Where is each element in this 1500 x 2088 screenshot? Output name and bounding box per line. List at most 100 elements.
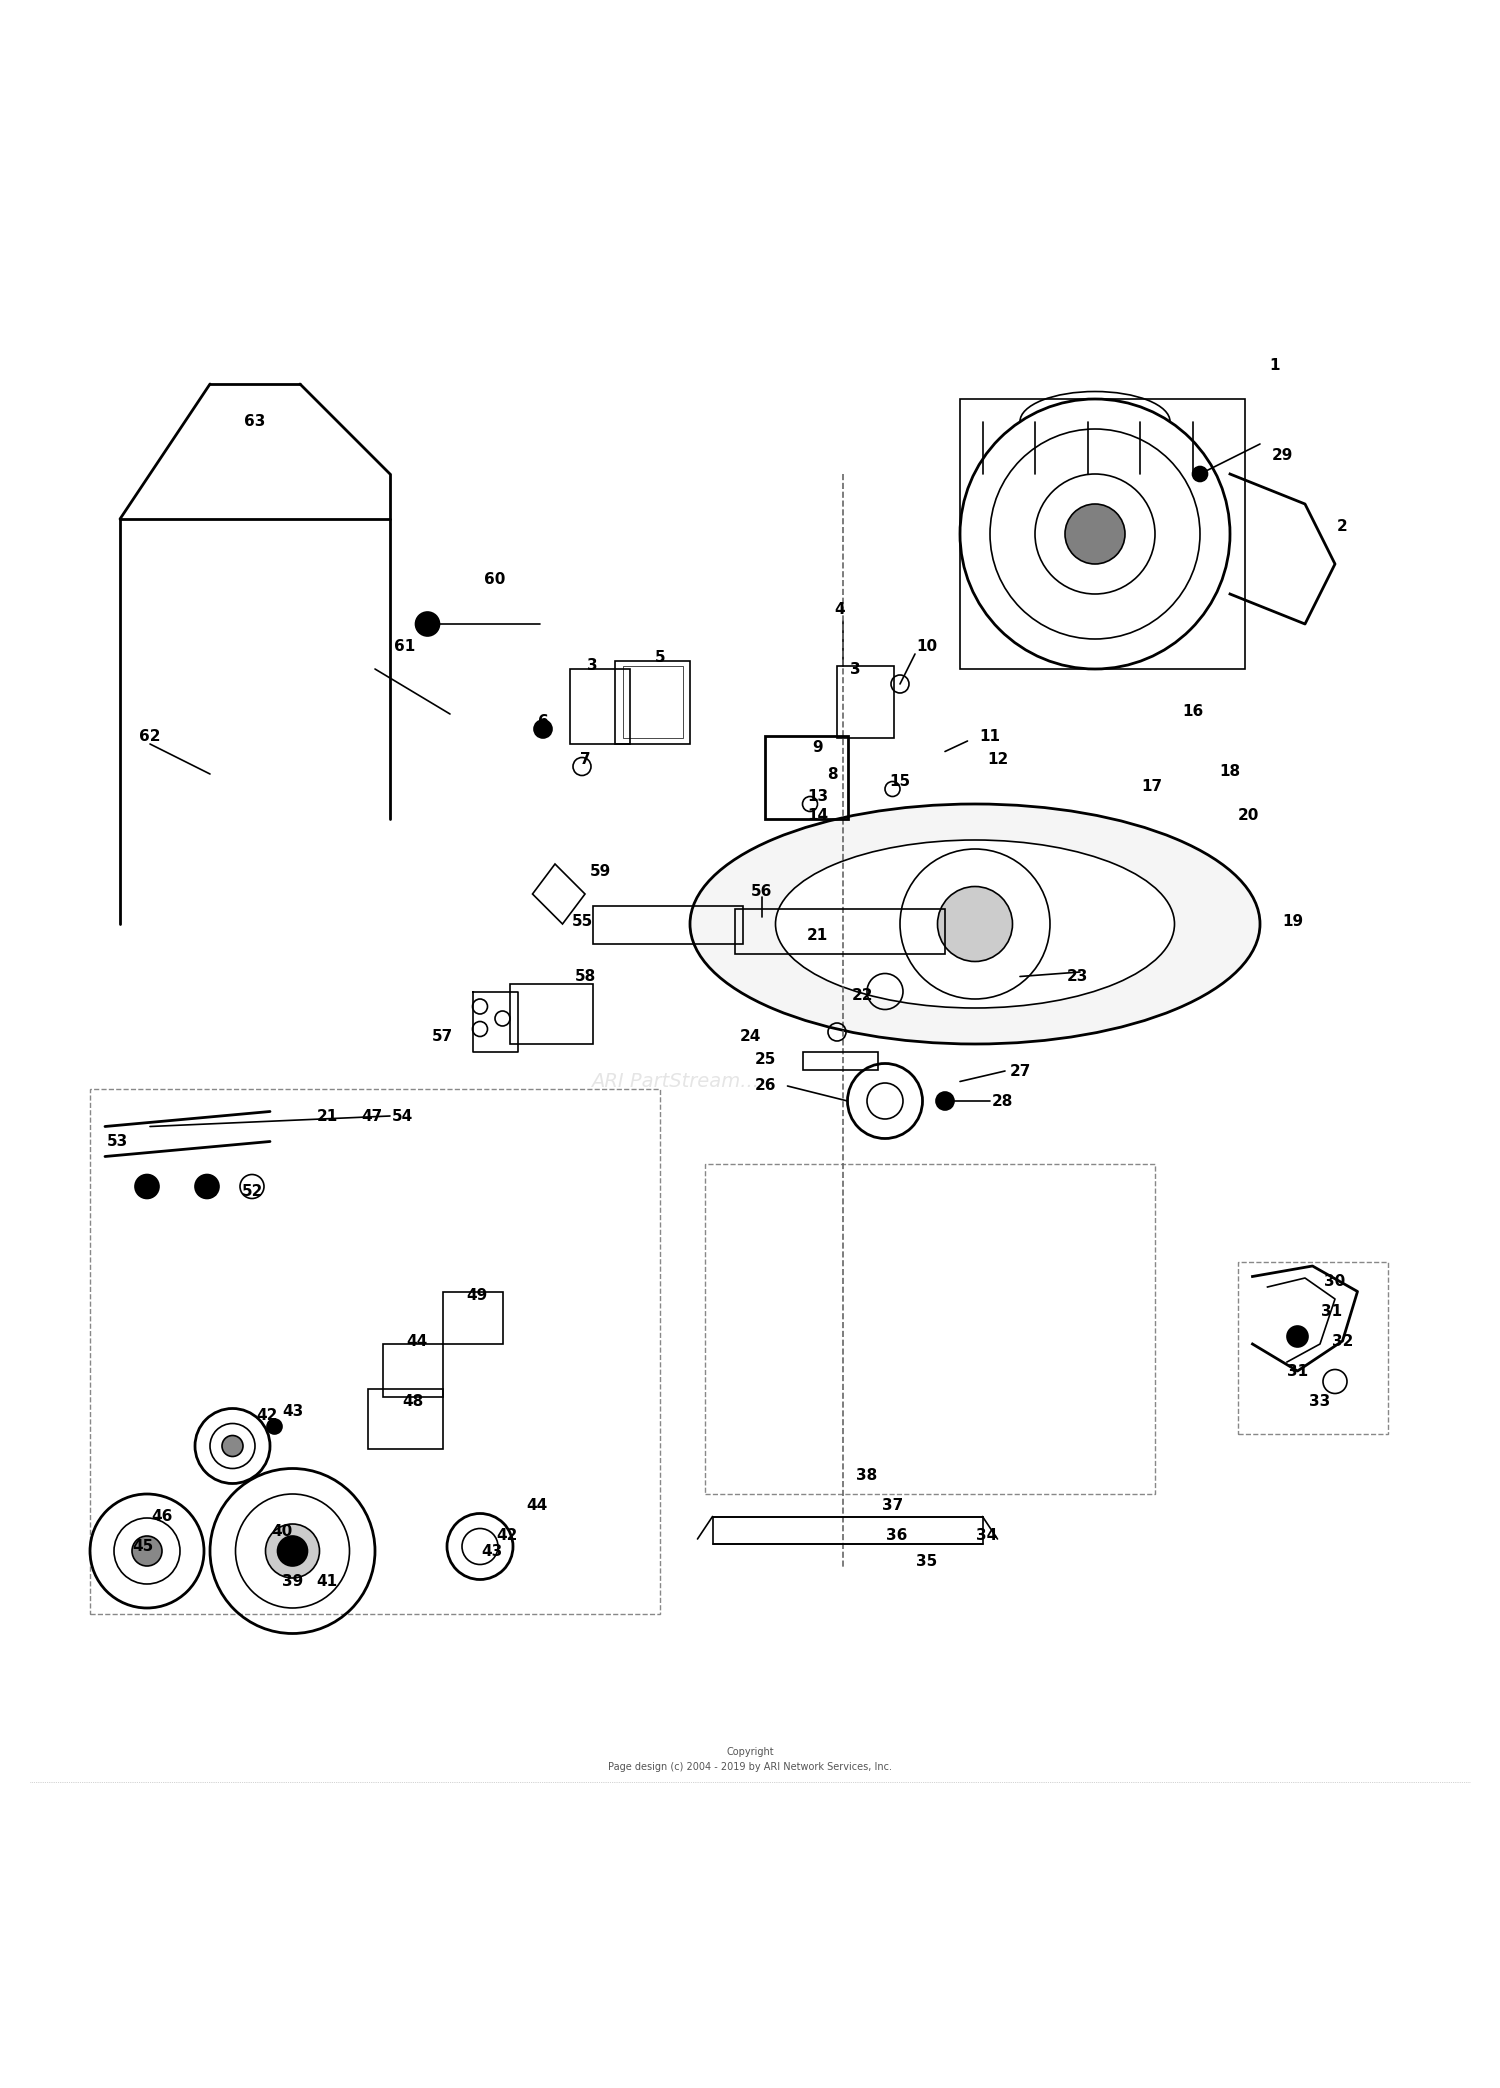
- Text: 32: 32: [1332, 1334, 1353, 1349]
- Text: 31: 31: [1287, 1363, 1308, 1378]
- Text: 21: 21: [807, 929, 828, 944]
- Text: 42: 42: [256, 1409, 278, 1424]
- Bar: [570, 668, 630, 743]
- Circle shape: [195, 1173, 219, 1199]
- Text: 31: 31: [1322, 1303, 1342, 1318]
- Text: 15: 15: [890, 775, 910, 789]
- Text: 53: 53: [106, 1134, 128, 1148]
- Text: 61: 61: [394, 639, 416, 654]
- Text: 29: 29: [1272, 449, 1293, 464]
- Text: 39: 39: [282, 1574, 303, 1589]
- Bar: [837, 666, 894, 737]
- Text: 57: 57: [432, 1029, 453, 1044]
- Text: 7: 7: [579, 752, 591, 766]
- Text: 44: 44: [526, 1499, 548, 1514]
- Text: 54: 54: [392, 1109, 412, 1123]
- Circle shape: [132, 1537, 162, 1566]
- Bar: [442, 1292, 503, 1345]
- Text: 60: 60: [484, 572, 506, 587]
- Text: 19: 19: [1282, 915, 1304, 929]
- Text: 38: 38: [856, 1468, 877, 1482]
- Text: 6: 6: [537, 714, 549, 729]
- Bar: [382, 1345, 442, 1397]
- Text: 13: 13: [807, 789, 828, 804]
- Text: ARI PartStream...: ARI PartStream...: [591, 1071, 759, 1092]
- Circle shape: [936, 1092, 954, 1111]
- Text: 62: 62: [140, 729, 160, 743]
- Text: 43: 43: [482, 1543, 502, 1558]
- Text: 34: 34: [976, 1528, 998, 1543]
- Text: 14: 14: [807, 808, 828, 823]
- Text: 47: 47: [362, 1109, 382, 1123]
- Circle shape: [534, 720, 552, 737]
- Text: 48: 48: [402, 1393, 423, 1409]
- Text: 20: 20: [1238, 808, 1258, 823]
- Text: 41: 41: [316, 1574, 338, 1589]
- Text: 23: 23: [1066, 969, 1088, 983]
- Text: 63: 63: [244, 413, 266, 428]
- Text: 8: 8: [827, 766, 839, 781]
- Text: 49: 49: [466, 1288, 488, 1303]
- Text: 51: 51: [196, 1184, 217, 1199]
- Bar: [1238, 1261, 1388, 1434]
- Ellipse shape: [776, 839, 1174, 1009]
- Text: 36: 36: [886, 1528, 908, 1543]
- Bar: [712, 1516, 982, 1543]
- Text: 17: 17: [1142, 779, 1162, 793]
- Text: 21: 21: [316, 1109, 338, 1123]
- Text: 40: 40: [272, 1524, 292, 1539]
- Text: 43: 43: [282, 1403, 303, 1420]
- Text: 26: 26: [754, 1079, 776, 1094]
- Text: 2: 2: [1336, 520, 1348, 535]
- Text: 50: 50: [136, 1184, 158, 1199]
- Text: 46: 46: [152, 1510, 172, 1524]
- Text: 44: 44: [406, 1334, 427, 1349]
- Bar: [592, 906, 742, 944]
- Text: 24: 24: [740, 1029, 760, 1044]
- Circle shape: [267, 1420, 282, 1434]
- Text: 28: 28: [992, 1094, 1012, 1109]
- Circle shape: [416, 612, 440, 637]
- Bar: [802, 1052, 877, 1069]
- Text: 52: 52: [242, 1184, 262, 1199]
- Text: 58: 58: [574, 969, 596, 983]
- Text: 30: 30: [1324, 1274, 1346, 1288]
- Text: 11: 11: [980, 729, 1000, 743]
- Bar: [622, 666, 682, 737]
- Text: 12: 12: [987, 752, 1008, 766]
- Text: 5: 5: [654, 649, 666, 664]
- Text: 25: 25: [754, 1052, 776, 1067]
- Text: 4: 4: [834, 601, 846, 616]
- Text: 22: 22: [852, 988, 873, 1004]
- Text: 9: 9: [812, 739, 824, 754]
- Text: 16: 16: [1182, 704, 1203, 718]
- Bar: [960, 399, 1245, 668]
- Bar: [765, 737, 847, 818]
- Text: Copyright: Copyright: [726, 1748, 774, 1756]
- Circle shape: [135, 1173, 159, 1199]
- Text: 37: 37: [882, 1499, 903, 1514]
- Bar: [510, 983, 592, 1044]
- Circle shape: [1192, 466, 1208, 482]
- Bar: [735, 908, 945, 954]
- Text: 45: 45: [132, 1539, 153, 1553]
- Bar: [90, 1090, 660, 1614]
- Text: 59: 59: [590, 864, 610, 879]
- Text: 1: 1: [1269, 359, 1280, 374]
- Text: 42: 42: [496, 1528, 517, 1543]
- Text: Page design (c) 2004 - 2019 by ARI Network Services, Inc.: Page design (c) 2004 - 2019 by ARI Netwo…: [608, 1762, 892, 1773]
- Circle shape: [222, 1437, 243, 1457]
- Text: 3: 3: [849, 662, 861, 677]
- Text: 18: 18: [1220, 764, 1240, 779]
- Bar: [368, 1389, 442, 1449]
- Circle shape: [278, 1537, 308, 1566]
- Circle shape: [938, 887, 1013, 960]
- Bar: [615, 662, 690, 743]
- Circle shape: [1065, 503, 1125, 564]
- Circle shape: [1287, 1326, 1308, 1347]
- Ellipse shape: [690, 804, 1260, 1044]
- Text: 35: 35: [916, 1553, 938, 1568]
- Text: 3: 3: [586, 658, 598, 674]
- Circle shape: [266, 1524, 320, 1579]
- Text: 33: 33: [1310, 1393, 1330, 1409]
